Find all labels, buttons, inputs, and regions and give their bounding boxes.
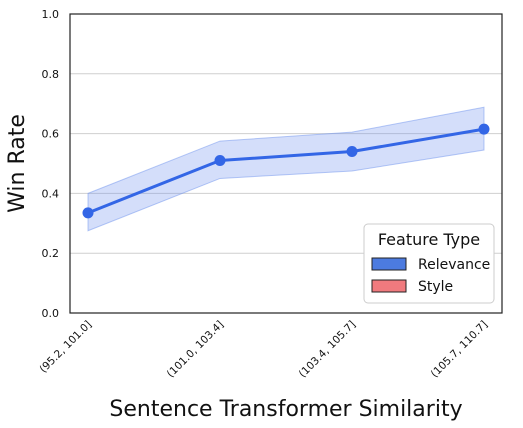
plot-frame <box>69 13 503 314</box>
data-point <box>346 146 358 158</box>
x-tick-labels: (95.2, 101.0] (101.0, 103.4] (103.4, 105.7… <box>37 319 490 381</box>
legend-title: Feature Type <box>378 230 480 249</box>
y-tick-label: 0.6 <box>42 128 60 141</box>
data-point <box>214 155 226 167</box>
x-tick-label: (103.4, 105.7] <box>297 319 359 381</box>
x-axis-label: Sentence Transformer Similarity <box>109 397 462 422</box>
x-tick-label: (95.2, 101.0] <box>37 319 94 376</box>
legend: Feature Type Relevance Style <box>363 223 495 304</box>
legend-label: Style <box>418 279 453 295</box>
y-tick-label: 0.2 <box>42 247 60 260</box>
legend-swatch <box>371 257 407 271</box>
data-point <box>82 207 94 219</box>
confidence-bands <box>87 106 485 232</box>
series-lines <box>87 127 485 215</box>
series-points <box>82 123 490 219</box>
confidence-band <box>87 106 485 232</box>
series-line <box>87 127 485 215</box>
y-tick-label: 1.0 <box>42 8 60 21</box>
x-tick-label: (101.0, 103.4] <box>165 319 227 381</box>
legend-entries: Relevance Style <box>371 257 490 295</box>
data-point <box>478 123 490 135</box>
legend-label: Relevance <box>418 257 490 273</box>
legend-swatch <box>371 279 407 293</box>
y-axis-label: Win Rate <box>5 114 30 213</box>
y-tick-label: 0.4 <box>42 187 60 200</box>
y-tick-labels: 0.0 0.2 0.4 0.6 0.8 1.0 <box>42 8 60 320</box>
y-tick-label: 0.8 <box>42 68 60 81</box>
x-tick-label: (105.7, 110.7] <box>429 319 491 381</box>
y-tick-label: 0.0 <box>42 307 60 320</box>
